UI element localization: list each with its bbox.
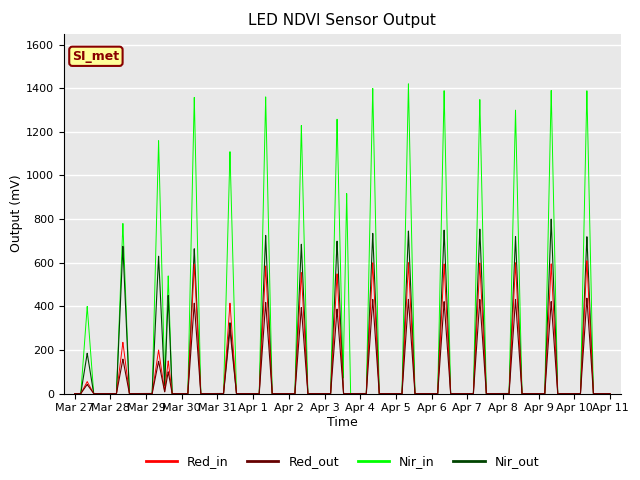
Nir_in (572, 391, 579, 396)
Nir_in (404, 81, 412, 87)
Red_out (606, 391, 614, 396)
Legend: Red_in, Red_out, Nir_in, Nir_out: Red_in, Red_out, Nir_in, Nir_out (141, 450, 544, 473)
Red_out (204, 391, 212, 396)
Red_in (572, 391, 579, 396)
Nir_out (454, 391, 462, 396)
Nir_out (572, 391, 579, 396)
Y-axis label: Output (mV): Output (mV) (10, 175, 24, 252)
X-axis label: Time: Time (327, 416, 358, 429)
Red_in (204, 391, 212, 396)
Red_in (454, 391, 462, 396)
Red_out (395, 391, 403, 396)
Nir_in (415, 391, 422, 396)
Text: SI_met: SI_met (72, 50, 120, 63)
Line: Nir_in: Nir_in (75, 84, 610, 394)
Nir_in (324, 391, 332, 396)
Red_out (572, 391, 579, 396)
Red_in (71, 391, 79, 396)
Nir_out (547, 216, 555, 222)
Nir_out (606, 391, 614, 396)
Nir_out (71, 391, 79, 396)
Red_in (606, 391, 614, 396)
Nir_in (606, 391, 614, 396)
Nir_out (324, 391, 332, 396)
Red_in (324, 391, 332, 396)
Nir_out (395, 391, 403, 396)
Title: LED NDVI Sensor Output: LED NDVI Sensor Output (248, 13, 436, 28)
Nir_in (454, 391, 462, 396)
Nir_in (204, 391, 212, 396)
Nir_out (415, 391, 422, 396)
Red_in (395, 391, 403, 396)
Red_out (454, 391, 462, 396)
Red_out (415, 391, 422, 396)
Nir_out (204, 391, 212, 396)
Red_in (583, 258, 591, 264)
Line: Red_out: Red_out (75, 298, 610, 394)
Nir_in (71, 391, 79, 396)
Red_out (324, 391, 332, 396)
Red_in (415, 391, 422, 396)
Red_out (583, 295, 591, 301)
Line: Red_in: Red_in (75, 261, 610, 394)
Red_out (71, 391, 79, 396)
Line: Nir_out: Nir_out (75, 219, 610, 394)
Nir_in (395, 391, 403, 396)
